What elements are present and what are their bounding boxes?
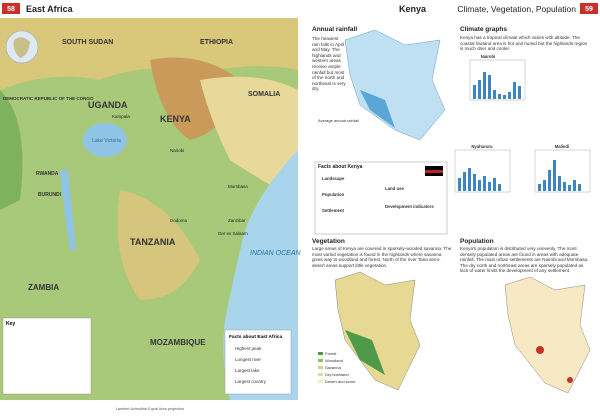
city-label: Nairobi: [170, 148, 184, 153]
legend-item: Woodland: [325, 358, 343, 363]
graph-bars: [458, 72, 581, 191]
section-text: Kenya has a tropical climate which varie…: [460, 35, 588, 52]
map-label: BURUNDI: [38, 192, 62, 198]
dry-plains: [200, 76, 298, 200]
locator-land: [13, 37, 30, 58]
fact-item: Largest lake: [235, 368, 260, 373]
map-label: MOZAMBIQUE: [150, 338, 206, 347]
fact-item: Development indicators: [385, 204, 434, 209]
city-label: Zanzibar: [228, 218, 246, 223]
section-title: Facts about Kenya: [318, 164, 363, 170]
lake-victoria: [83, 123, 127, 157]
section-text: The heaviest rain falls in April and May…: [312, 36, 346, 92]
fact-item: Population: [322, 192, 345, 197]
fact-item: Settlement: [322, 208, 345, 213]
graph-title: Nyahururu: [471, 144, 493, 149]
graph-title: Malindi: [555, 144, 569, 149]
facts-title: Facts about East Africa: [229, 334, 282, 340]
section-title: Climate graphs: [460, 26, 507, 33]
map-label: UGANDA: [88, 100, 128, 110]
legend-item: Dry bushland: [325, 372, 349, 377]
facts-box: [224, 329, 292, 395]
graph-title: Nairobi: [481, 54, 495, 59]
section-text: Large areas of Kenya are covered in spar…: [312, 246, 452, 268]
map-label: ETHIOPIA: [200, 39, 233, 46]
population-map: [504, 276, 591, 394]
page-title: Kenya: [399, 4, 427, 14]
map-label: SOUTH SUDAN: [62, 39, 113, 46]
legend-title: Average annual rainfall: [318, 118, 359, 123]
section-title: Vegetation: [312, 238, 345, 245]
legend-item: Forest: [325, 351, 337, 356]
page-number: 58: [7, 6, 15, 13]
city-dot: [536, 346, 544, 354]
fact-item: Land use: [385, 186, 404, 191]
section-title: Annual rainfall: [312, 26, 358, 33]
relief-north: [0, 18, 298, 90]
map-label: TANZANIA: [130, 237, 176, 247]
fact-item: Largest country: [235, 379, 267, 384]
city-dot: [567, 377, 573, 383]
projection-note: Lambert Azimuthal Equal Area projection: [116, 407, 185, 411]
fact-item: Highest peak: [235, 346, 262, 351]
key-box: [2, 317, 92, 395]
congo-basin: [0, 90, 23, 210]
vegetation-forest: [345, 330, 385, 375]
map-label: ZAMBIA: [28, 283, 59, 292]
central-plateau: [117, 190, 200, 300]
key-title: Key: [6, 321, 15, 327]
flag-stripe: [425, 170, 443, 173]
map-label: RWANDA: [36, 171, 59, 177]
city-label: Dar es Salaam: [218, 231, 248, 236]
page-title: East Africa: [26, 4, 74, 14]
page-subtitle: Climate, Vegetation, Population: [457, 4, 576, 14]
rainfall-map: [344, 29, 446, 141]
city-label: Dodoma: [170, 218, 188, 223]
map-label: Lake Victoria: [92, 138, 121, 144]
section-text: Kenya's population is distributed very u…: [460, 246, 589, 274]
city-label: Mombasa: [228, 184, 248, 189]
city-label: Kampala: [112, 114, 130, 119]
vegetation-map: [334, 271, 421, 391]
map-label: KENYA: [160, 114, 191, 124]
fact-item: Landscape: [322, 176, 345, 181]
map-label: DEMOCRATIC REPUBLIC OF THE CONGO: [3, 96, 94, 101]
fact-item: Longest river: [235, 357, 262, 362]
map-label: INDIAN OCEAN: [250, 250, 302, 257]
lake-tanganyika: [60, 170, 76, 250]
page-number-box: [580, 3, 598, 14]
legend-item: Savanna: [325, 365, 342, 370]
page-number-box: [2, 3, 20, 14]
rainfall-wet: [360, 90, 395, 128]
section-title: Population: [460, 238, 494, 245]
legend-item: Desert and scrub: [325, 379, 356, 384]
page-number: 59: [585, 6, 593, 13]
map-label: SOMALIA: [248, 91, 280, 98]
